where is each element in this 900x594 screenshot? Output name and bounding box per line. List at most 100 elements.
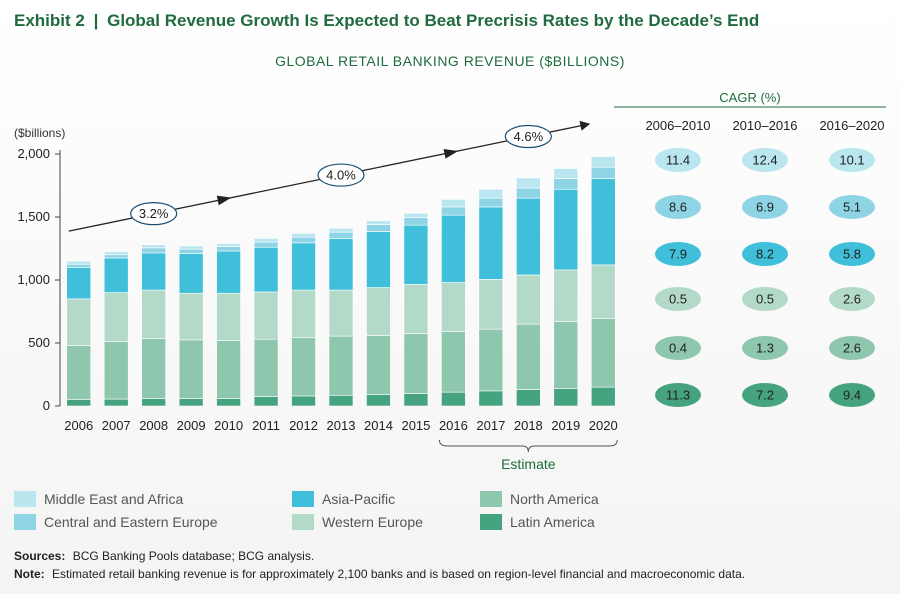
bar-latin-america-2012 [291, 395, 316, 407]
bar-north-america-2015 [403, 333, 429, 394]
cagr-cell-value: 12.4 [752, 153, 777, 168]
bar-western-europe-2006 [66, 298, 92, 346]
cagr-cell-oval [742, 195, 788, 219]
bar-asia-pacific-2010 [216, 250, 241, 294]
bar-central-and-eastern-europe-2013 [328, 231, 354, 239]
bar-central-and-eastern-europe-2008 [141, 247, 166, 254]
bar-north-america-2012 [291, 337, 316, 397]
bar-north-america-2006 [66, 345, 92, 400]
trend-arrowhead [216, 195, 232, 206]
bar-asia-pacific-2012 [291, 242, 316, 291]
bar-central-and-eastern-europe-2015 [403, 217, 429, 226]
bar-middle-east-and-africa-2013 [328, 228, 354, 233]
cagr-cell-value: 11.4 [666, 153, 690, 168]
cagr-cell-value: 0.5 [756, 292, 774, 307]
cagr-column-headers: 2006–2010 2010–2016 2016–2020 [645, 118, 884, 133]
x-tick-label-2012: 2012 [289, 418, 318, 433]
bar-middle-east-and-africa-2018 [516, 177, 541, 189]
trend-label-2006-2010: 3.2% [130, 202, 178, 226]
cagr-cell-value: 2.6 [843, 292, 861, 307]
cagr-cell-oval [742, 242, 788, 266]
bar-north-america-2019 [553, 321, 579, 389]
cagr-cells: 11.4 12.4 10.1 8.6 6.9 5.1 7.9 8.2 5.8 0.5 0.5 2.6 0… [655, 148, 875, 407]
cagr-cell-value: 7.2 [756, 388, 774, 403]
bar-latin-america-2009 [178, 398, 204, 407]
bar-western-europe-2019 [553, 269, 579, 322]
trend-label-oval [130, 202, 178, 226]
bar-central-and-eastern-europe-2014 [366, 224, 391, 232]
cagr-cell-oval [655, 383, 701, 407]
bar-asia-pacific-2009 [178, 253, 204, 294]
cagr-cell-asia-pacific-0: 7.9 [655, 242, 701, 266]
trend-label-text: 4.6% [514, 129, 544, 144]
bar-stack-2014 [366, 220, 391, 407]
bar-middle-east-and-africa-2017 [478, 188, 504, 199]
bar-latin-america-2006 [66, 399, 92, 407]
x-tick-label-2019: 2019 [551, 418, 580, 433]
y-tick-label: 1,000 [17, 272, 50, 287]
bar-north-america-2011 [253, 338, 279, 397]
bar-central-and-eastern-europe-2016 [441, 206, 466, 216]
bar-latin-america-2019 [553, 388, 579, 407]
cagr-cell-oval [742, 336, 788, 360]
cagr-cell-central-and-eastern-europe-0: 8.6 [655, 195, 701, 219]
bar-western-europe-2018 [516, 274, 541, 325]
cagr-cell-central-and-eastern-europe-2: 5.1 [829, 195, 875, 219]
cagr-cell-value: 2.6 [843, 341, 861, 356]
cagr-cell-value: 10.1 [839, 153, 864, 168]
bar-latin-america-2008 [141, 398, 166, 407]
bar-central-and-eastern-europe-2020 [590, 166, 616, 179]
x-tick-label-2020: 2020 [589, 418, 618, 433]
bar-stack-2016 [441, 199, 466, 407]
legend-item-western-europe: Western Europe [292, 514, 423, 530]
bar-asia-pacific-2013 [328, 238, 354, 291]
bar-western-europe-2014 [366, 287, 391, 336]
cagr-cell-value: 9.4 [843, 388, 861, 403]
bar-western-europe-2017 [478, 279, 504, 330]
cagr-cell-value: 0.4 [669, 341, 687, 356]
cagr-cell-oval [655, 287, 701, 311]
cagr-cell-oval [742, 148, 788, 172]
bar-western-europe-2008 [141, 289, 166, 339]
cagr-cell-oval [655, 195, 701, 219]
cagr-table: CAGR (%) 2006–2010 2010–2016 2016–2020 11.… [614, 90, 886, 407]
bar-western-europe-2007 [103, 292, 129, 343]
cagr-cell-middle-east-and-africa-2: 10.1 [829, 148, 875, 172]
cagr-cell-value: 6.9 [756, 200, 774, 215]
cagr-cell-value: 8.2 [756, 247, 774, 262]
bar-north-america-2007 [103, 341, 129, 400]
bar-latin-america-2017 [478, 390, 504, 407]
bar-stack-2018 [516, 177, 541, 407]
trend-arrows: 3.2% 4.0% 4.6% [68, 120, 591, 232]
cagr-cell-oval [742, 287, 788, 311]
bar-latin-america-2020 [590, 386, 616, 407]
cagr-cell-latin-america-0: 11.3 [655, 383, 701, 407]
sources-label: Sources: [14, 549, 65, 563]
bar-middle-east-and-africa-2016 [441, 199, 466, 208]
bar-western-europe-2012 [291, 289, 316, 338]
bar-asia-pacific-2019 [553, 188, 579, 271]
bar-western-europe-2016 [441, 282, 466, 332]
legend-label: Asia-Pacific [322, 491, 395, 507]
legend-swatch [480, 491, 502, 507]
bar-north-america-2009 [178, 339, 204, 399]
estimate-brace [438, 439, 618, 453]
bar-stack-2019 [553, 168, 579, 407]
legend-label: North America [510, 491, 599, 507]
bar-middle-east-and-africa-2011 [253, 238, 279, 243]
trend-label-text: 4.0% [326, 168, 356, 183]
cagr-cell-value: 5.1 [843, 200, 861, 215]
x-tick-label-2008: 2008 [139, 418, 168, 433]
cagr-cell-value: 1.3 [756, 341, 774, 356]
bar-western-europe-2015 [403, 284, 429, 334]
x-tick-label-2018: 2018 [514, 418, 543, 433]
note-text: Estimated retail banking revenue is for … [52, 567, 745, 581]
legend-swatch [14, 514, 36, 530]
legend-item-latin-america: Latin America [480, 514, 595, 530]
trend-label-2016-2020: 4.6% [504, 124, 552, 149]
cagr-cell-oval [655, 242, 701, 266]
exhibit-title: Global Revenue Growth Is Expected to Bea… [107, 11, 759, 30]
cagr-cell-north-america-1: 1.3 [742, 336, 788, 360]
bar-stack-2008 [141, 244, 166, 407]
